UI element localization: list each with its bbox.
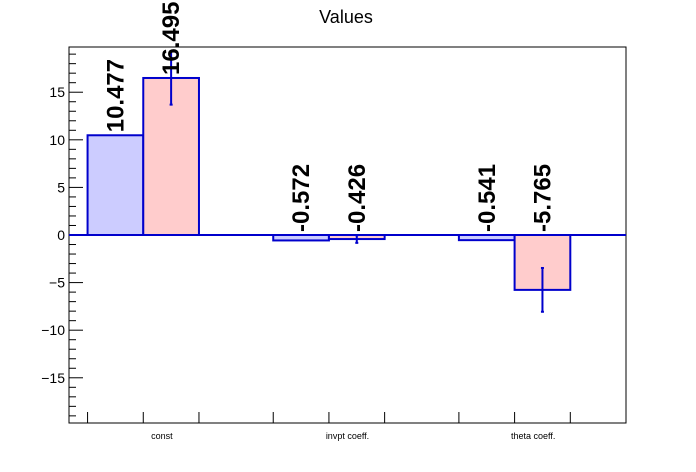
bar [86, 134, 145, 237]
y-tick-label: −15 [41, 370, 65, 386]
data-label: -0.572 [288, 164, 315, 232]
x-category-label: const [151, 431, 173, 441]
y-tick-label: −10 [41, 322, 65, 338]
y-tick-label: −5 [49, 275, 65, 291]
data-label: -0.426 [344, 164, 371, 232]
x-category-label: theta coeff. [511, 431, 555, 441]
y-tick-label: 15 [49, 84, 65, 100]
x-axis: const invpt coeff. theta coeff. [87, 412, 571, 441]
data-label: -0.541 [474, 164, 501, 232]
data-label: -5.765 [529, 164, 556, 232]
data-label: 10.477 [102, 59, 129, 132]
y-tick-label: 0 [57, 227, 65, 243]
data-labels: 10.477 16.495 -0.572 -0.426 -0.541 -5.765 [102, 2, 556, 232]
y-tick-label: 5 [57, 179, 65, 195]
y-tick-label: 10 [49, 132, 65, 148]
y-axis: −15 −10 −5 0 5 10 15 [41, 53, 83, 417]
data-label: 16.495 [158, 2, 185, 75]
bars [86, 50, 572, 313]
x-category-label: invpt coeff. [326, 431, 369, 441]
chart-title: Values [319, 7, 373, 27]
